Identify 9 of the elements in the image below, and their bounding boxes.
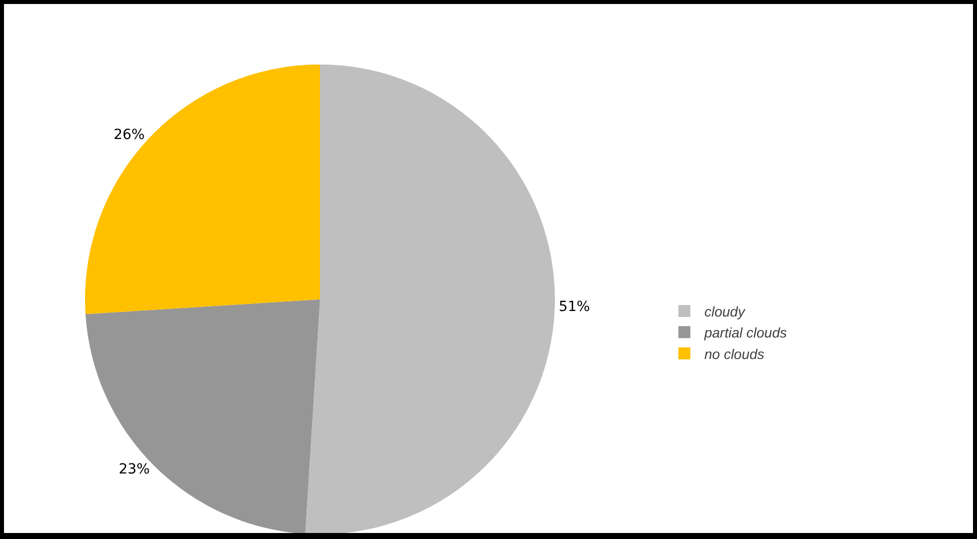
pie-slice xyxy=(85,299,320,534)
legend-label: no clouds xyxy=(704,346,764,362)
data-label: 23% xyxy=(118,462,150,478)
data-label: 51% xyxy=(558,298,590,315)
legend-label: cloudy xyxy=(704,303,746,320)
pie-slice xyxy=(305,64,555,534)
data-label: 26% xyxy=(114,126,145,143)
pie-slice xyxy=(85,64,320,314)
legend-label: partial clouds xyxy=(703,324,787,341)
